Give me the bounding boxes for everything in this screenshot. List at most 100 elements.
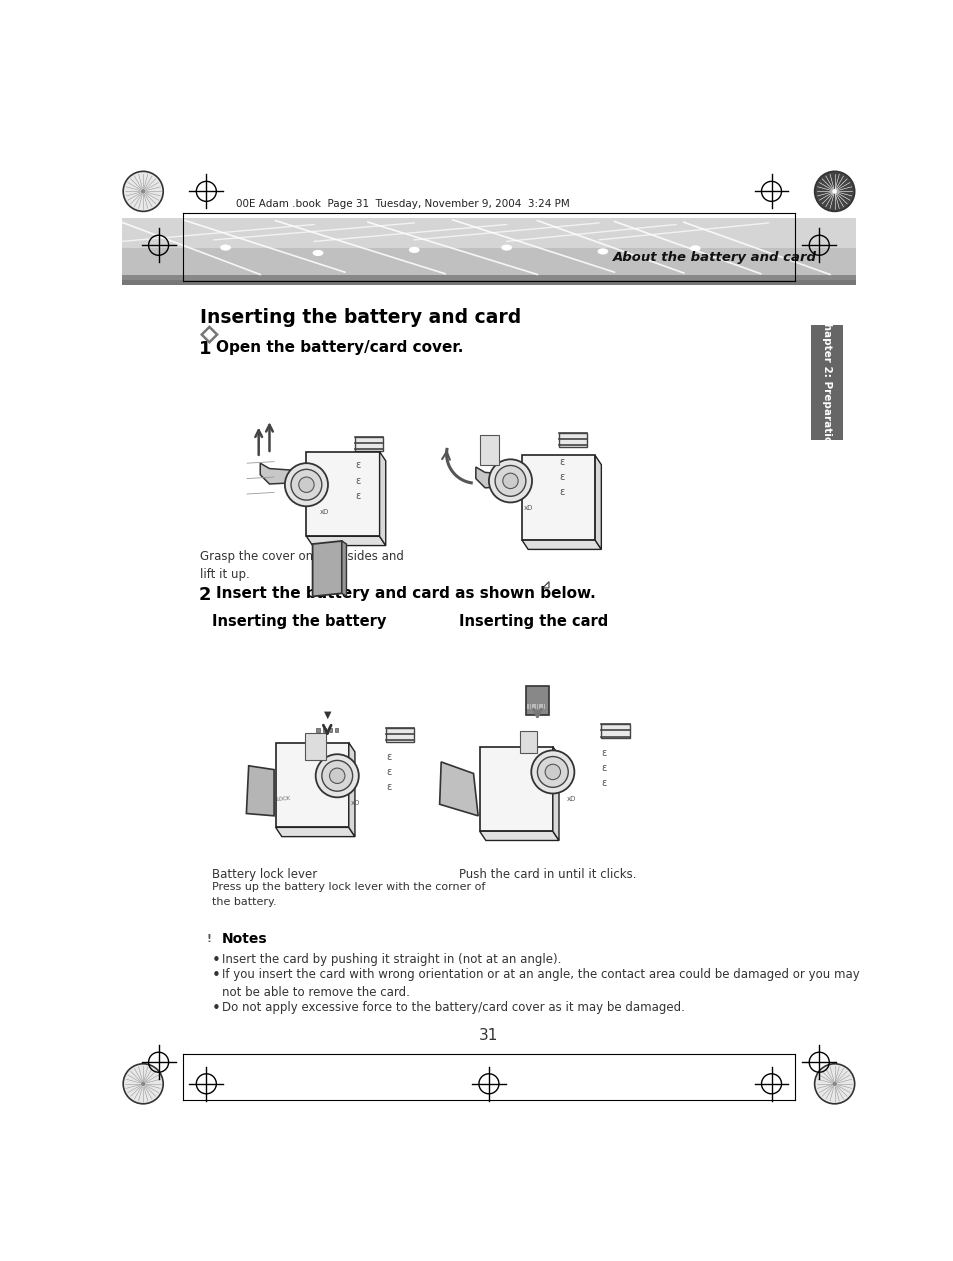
Bar <box>305 734 326 760</box>
Text: Chapter 2: Preparation: Chapter 2: Preparation <box>821 314 831 450</box>
Bar <box>316 728 319 731</box>
Circle shape <box>831 1082 836 1086</box>
Bar <box>329 728 332 731</box>
Text: 31: 31 <box>478 1028 498 1043</box>
Text: OLYMPUS: OLYMPUS <box>305 699 349 707</box>
Bar <box>121 218 856 247</box>
Circle shape <box>544 764 560 779</box>
Text: ε: ε <box>558 456 564 467</box>
Circle shape <box>329 768 345 783</box>
Circle shape <box>321 760 353 791</box>
Text: ε: ε <box>386 767 391 777</box>
Text: Do not apply excessive force to the battery/card cover as it may be damaged.: Do not apply excessive force to the batt… <box>221 1001 684 1014</box>
Ellipse shape <box>220 245 231 251</box>
Bar <box>810 324 842 440</box>
Text: Grasp the cover on both sides and
lift it up.: Grasp the cover on both sides and lift i… <box>200 550 404 581</box>
Bar <box>525 686 548 715</box>
Circle shape <box>285 463 328 506</box>
Polygon shape <box>260 463 302 484</box>
Polygon shape <box>306 451 379 536</box>
Polygon shape <box>521 455 595 540</box>
Text: ε: ε <box>355 475 360 485</box>
Circle shape <box>315 754 358 797</box>
Text: ε: ε <box>601 763 606 773</box>
Text: Insert the card by pushing it straight in (not at an angle).: Insert the card by pushing it straight i… <box>221 953 560 966</box>
Text: •: • <box>212 968 220 984</box>
Text: LOCK: LOCK <box>275 796 291 802</box>
Circle shape <box>495 465 525 497</box>
Text: xD: xD <box>524 504 533 511</box>
Ellipse shape <box>313 250 323 256</box>
Bar <box>520 731 537 753</box>
Bar <box>385 728 414 741</box>
Bar <box>600 724 629 738</box>
Bar <box>558 433 587 446</box>
Polygon shape <box>275 743 349 827</box>
Text: •: • <box>212 953 220 968</box>
Polygon shape <box>479 747 552 831</box>
Circle shape <box>141 189 146 194</box>
Text: Notes: Notes <box>221 932 267 946</box>
Bar <box>534 704 536 709</box>
Text: Insert the battery and card as shown below.: Insert the battery and card as shown bel… <box>215 586 595 601</box>
Text: Inserting the battery: Inserting the battery <box>212 614 386 629</box>
Bar <box>543 704 544 709</box>
Text: ε: ε <box>558 488 564 497</box>
Text: •: • <box>212 1001 220 1015</box>
Ellipse shape <box>597 248 608 255</box>
Polygon shape <box>542 581 548 588</box>
Text: ε: ε <box>601 778 606 788</box>
Bar <box>322 728 325 731</box>
Circle shape <box>298 477 314 493</box>
Polygon shape <box>476 467 517 488</box>
Circle shape <box>531 750 574 793</box>
Ellipse shape <box>409 247 419 253</box>
Circle shape <box>502 473 517 488</box>
Text: 00E Adam .book  Page 31  Tuesday, November 9, 2004  3:24 PM: 00E Adam .book Page 31 Tuesday, November… <box>235 199 569 208</box>
Polygon shape <box>201 327 217 342</box>
Polygon shape <box>313 541 341 596</box>
Bar <box>355 438 383 451</box>
Polygon shape <box>552 747 558 841</box>
Polygon shape <box>595 455 600 550</box>
Polygon shape <box>379 451 385 546</box>
Bar <box>121 218 856 276</box>
Text: Battery lock lever: Battery lock lever <box>212 868 316 881</box>
Text: ε: ε <box>355 492 360 502</box>
Circle shape <box>537 757 568 787</box>
Circle shape <box>488 459 532 502</box>
Polygon shape <box>306 536 385 546</box>
Text: Press up the battery lock lever with the corner of
the battery.: Press up the battery lock lever with the… <box>212 881 484 907</box>
Text: Open the battery/card cover.: Open the battery/card cover. <box>215 340 462 354</box>
Text: xD: xD <box>320 508 329 514</box>
Text: ε: ε <box>601 748 606 758</box>
Text: About the battery and card: About the battery and card <box>612 251 816 264</box>
Text: ε: ε <box>386 782 391 792</box>
Polygon shape <box>521 540 600 550</box>
Polygon shape <box>275 827 355 836</box>
Text: 1: 1 <box>198 340 211 358</box>
Ellipse shape <box>689 245 700 251</box>
Text: !: ! <box>207 934 212 944</box>
Bar <box>540 704 542 709</box>
Circle shape <box>141 1082 146 1086</box>
Text: xD: xD <box>566 796 576 802</box>
Bar <box>529 704 531 709</box>
Bar <box>335 728 337 731</box>
Bar <box>121 280 856 285</box>
Bar <box>121 275 856 280</box>
Text: Inserting the card: Inserting the card <box>458 614 607 629</box>
Circle shape <box>831 189 836 194</box>
Text: xD: xD <box>351 799 360 806</box>
Bar <box>527 704 528 709</box>
Text: ε: ε <box>355 460 360 470</box>
Text: If you insert the card with wrong orientation or at an angle, the contact area c: If you insert the card with wrong orient… <box>221 968 859 999</box>
Text: ε: ε <box>386 752 391 762</box>
Polygon shape <box>349 743 355 836</box>
Polygon shape <box>439 762 477 816</box>
Circle shape <box>123 1064 163 1103</box>
Text: 2: 2 <box>198 586 211 604</box>
Polygon shape <box>479 831 558 841</box>
Circle shape <box>291 469 321 501</box>
Text: ▼: ▼ <box>323 710 331 720</box>
